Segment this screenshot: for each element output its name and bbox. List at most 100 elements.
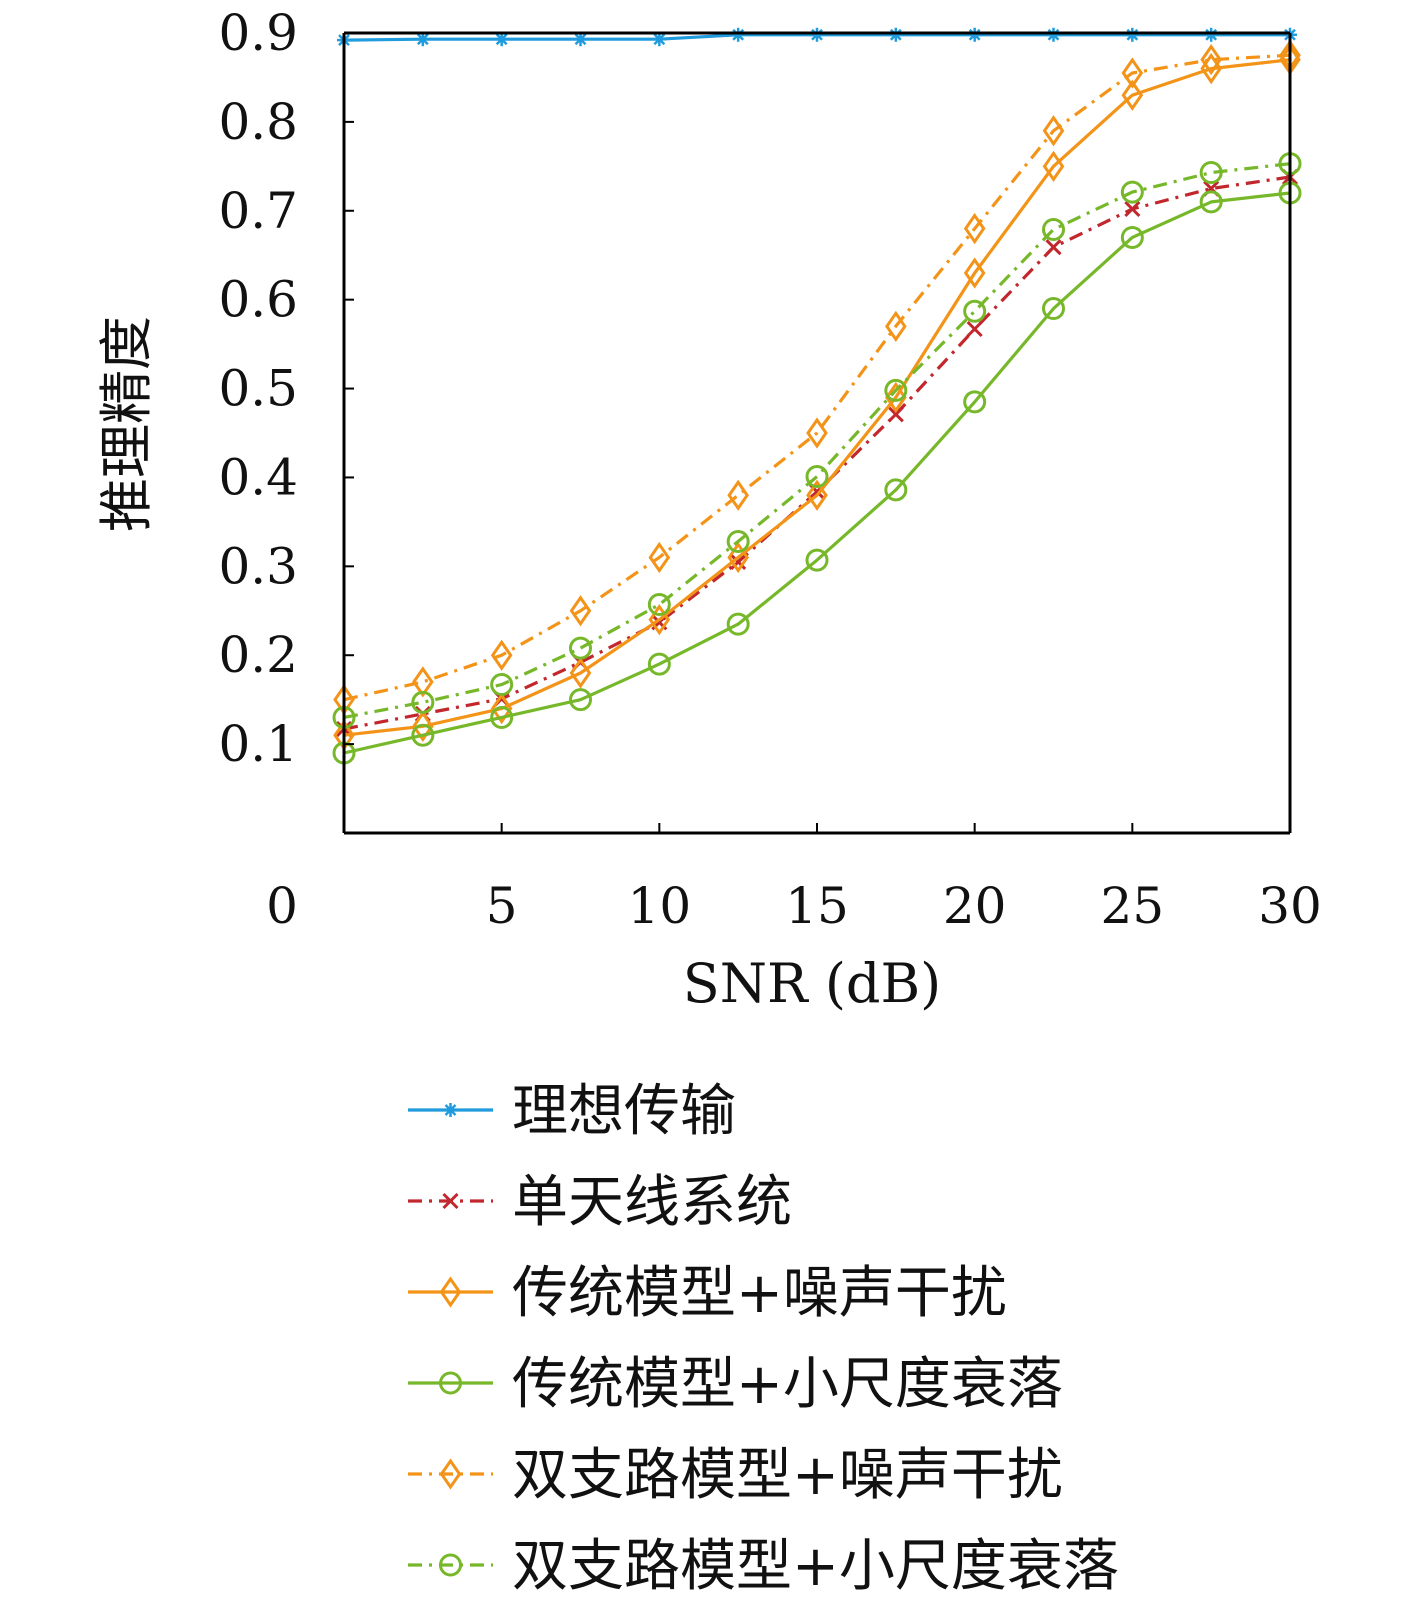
data-point [885, 381, 907, 414]
legend-item: 双支路模型+噪声干扰 [408, 1443, 1063, 1508]
data-point [1121, 79, 1144, 111]
y-tick-label: 0.6 [218, 271, 298, 329]
legend-marker [443, 1103, 458, 1117]
data-point [1120, 225, 1144, 249]
legend-label: 传统模型+小尺度衰落 [512, 1352, 1063, 1417]
data-point [730, 553, 747, 570]
data-point [1121, 57, 1144, 89]
data-point [963, 257, 986, 289]
legend-label: 双支路模型+噪声干扰 [512, 1443, 1063, 1508]
series-line [343, 53, 1291, 702]
data-point [1125, 27, 1140, 42]
data-point [412, 666, 434, 698]
data-point [806, 479, 828, 511]
legend-label: 传统模型+噪声干扰 [512, 1261, 1007, 1326]
data-point [963, 212, 986, 245]
data-point [884, 378, 908, 402]
data-point [490, 673, 514, 697]
data-point [1199, 190, 1223, 214]
data-point [494, 32, 509, 47]
data-point [1204, 27, 1219, 42]
y-tick-label: 0.8 [218, 93, 298, 151]
x-axis-title: SNR (dB) [683, 952, 941, 1015]
data-point [731, 27, 746, 42]
data-point [648, 604, 671, 636]
data-point [569, 657, 592, 689]
legend-label: 单天线系统 [512, 1170, 792, 1235]
legend-item: 理想传输 [408, 1079, 736, 1144]
data-point [963, 299, 987, 323]
data-point [1120, 180, 1144, 204]
data-point [647, 593, 671, 617]
x-tick-label: 5 [486, 877, 518, 935]
data-point [1045, 239, 1062, 256]
legend-label: 理想传输 [512, 1079, 736, 1144]
data-point [966, 320, 983, 338]
legend-marker [439, 1276, 462, 1308]
data-point [963, 390, 987, 414]
data-point [1042, 217, 1065, 241]
legend-item: 传统模型+噪声干扰 [408, 1261, 1007, 1326]
legend-marker [442, 1192, 459, 1210]
data-point [806, 417, 828, 449]
series-4 [332, 181, 1302, 765]
y-tick-label: 0.4 [218, 448, 298, 506]
y-tick-label: 0.9 [218, 4, 298, 62]
series-6 [332, 152, 1302, 729]
data-point [805, 548, 829, 572]
data-point [648, 541, 671, 574]
x-tick-label: 15 [785, 877, 849, 935]
x-tick-label: 30 [1258, 877, 1322, 935]
legend-marker [439, 1553, 462, 1577]
x-tick-label: 25 [1101, 877, 1165, 935]
data-point [647, 652, 671, 676]
series-layer [332, 27, 1302, 765]
data-point [569, 636, 592, 660]
data-point [726, 529, 750, 553]
data-point [569, 688, 592, 712]
legend-marker [439, 1371, 462, 1395]
series-line [343, 162, 1291, 719]
data-point [884, 478, 908, 502]
data-point [727, 479, 749, 511]
data-point [967, 27, 982, 42]
y-tick-label: 0.2 [218, 626, 298, 684]
data-point [1199, 161, 1223, 185]
data-point [573, 32, 588, 47]
data-point [490, 705, 514, 729]
legend-marker [439, 1458, 462, 1490]
y-tick-label: 0.7 [218, 182, 298, 240]
axes: 0.1 0.2 0.3 0.4 0.5 0.6 0.7 0.8 0.9 0 5 10 15 20 25 30 [218, 4, 1321, 935]
data-point [490, 639, 513, 671]
legend: 理想传输单天线系统传统模型+噪声干扰传统模型+小尺度衰落双支路模型+噪声干扰双支… [408, 1079, 1119, 1599]
series-5 [333, 39, 1301, 716]
data-point [1124, 200, 1141, 218]
data-point [1042, 150, 1065, 182]
legend-item: 双支路模型+小尺度衰落 [408, 1534, 1119, 1599]
legend-item: 单天线系统 [408, 1170, 792, 1235]
data-point [887, 406, 904, 423]
y-tick-label: 0.5 [218, 360, 298, 418]
data-point [415, 32, 430, 47]
data-point [412, 710, 434, 742]
x-tick-label: 10 [628, 877, 692, 935]
y-axis-title: 推理精度 [95, 316, 158, 532]
data-point [1042, 297, 1065, 321]
data-point [727, 541, 749, 574]
x-tick-label: 20 [943, 877, 1007, 935]
data-point [888, 27, 903, 42]
data-point [411, 690, 435, 714]
data-point [652, 32, 667, 47]
data-point [411, 723, 435, 747]
data-point [569, 595, 592, 627]
data-point [726, 612, 750, 636]
data-point [810, 27, 824, 42]
data-point [805, 465, 829, 489]
legend-item: 传统模型+小尺度衰落 [408, 1352, 1063, 1417]
series-line [343, 191, 1291, 755]
y-tick-label: 0.1 [218, 715, 298, 773]
data-point [490, 692, 513, 725]
data-point [885, 310, 907, 342]
